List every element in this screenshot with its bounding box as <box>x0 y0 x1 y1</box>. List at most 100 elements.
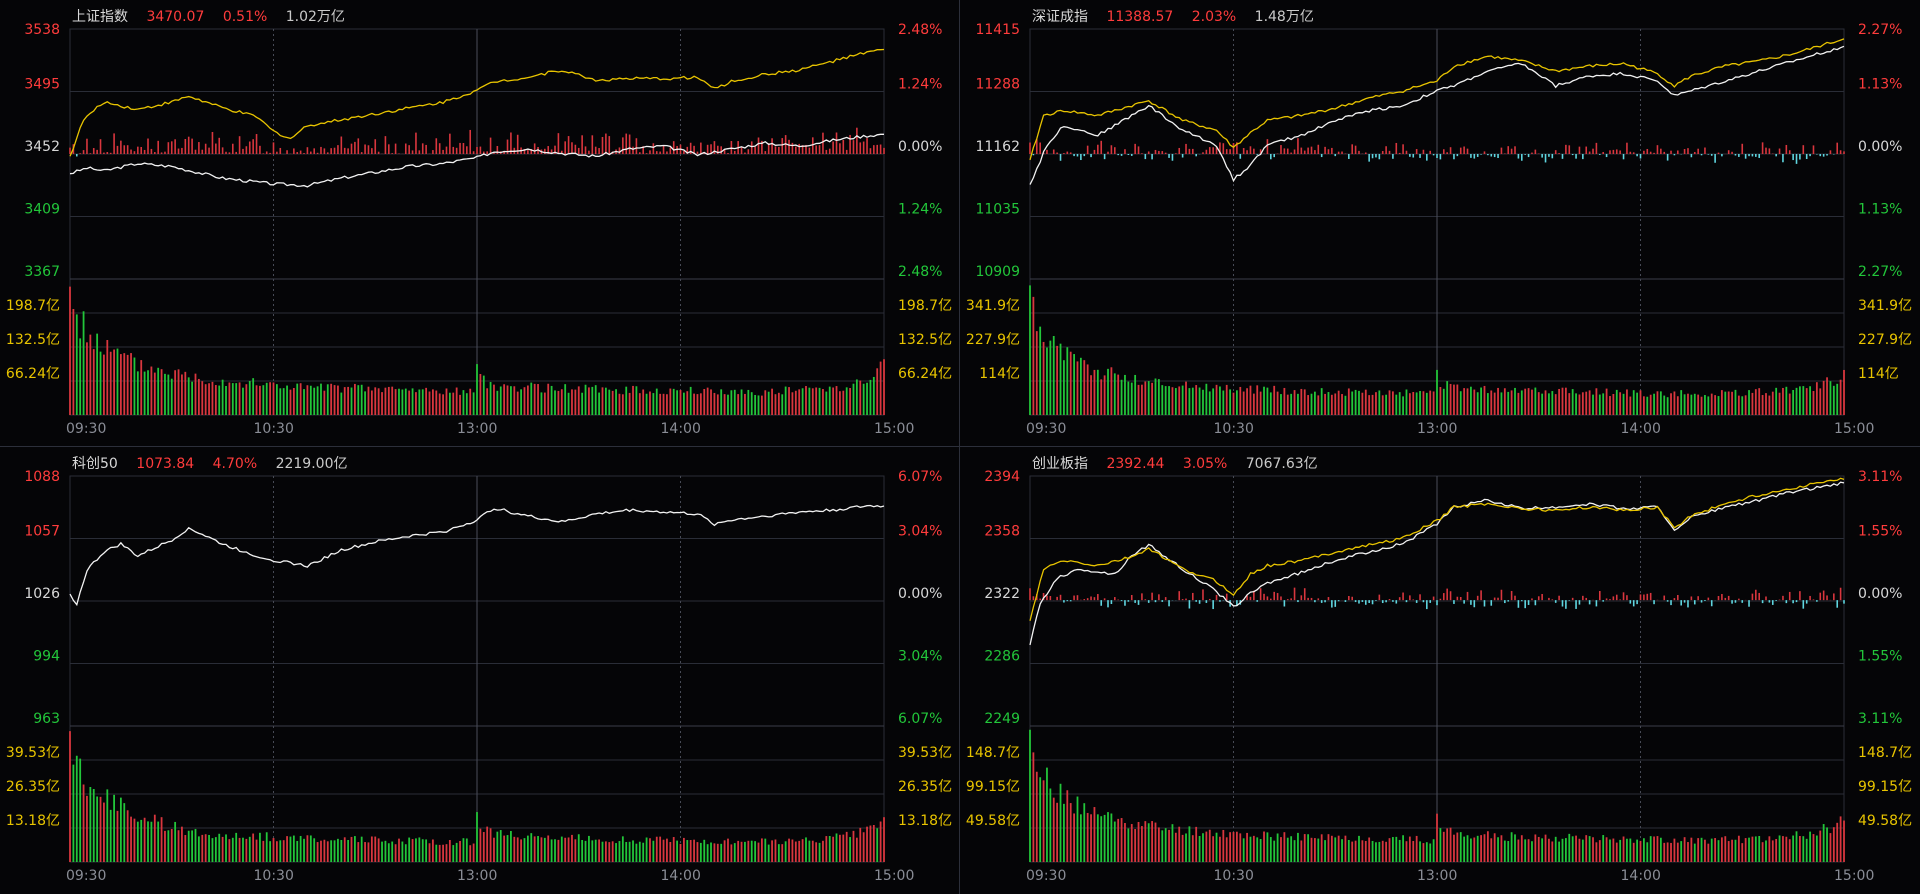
volume-tick-label: 114亿 <box>1858 366 1899 382</box>
pct-tick-label: 6.07% <box>898 711 942 727</box>
price-line-white <box>1029 481 1845 646</box>
price-tick-label: 1026 <box>24 586 60 602</box>
index-name: 上证指数 <box>72 9 128 25</box>
pct-tick-label: 1.55% <box>1858 524 1902 540</box>
price-tick-label: 2358 <box>984 524 1020 540</box>
panel-divider-horizontal <box>0 446 1920 447</box>
volume-tick-label: 49.58亿 <box>966 813 1020 829</box>
price-tick-label: 3452 <box>24 139 60 155</box>
chart-kc: 1088 1057 1026 994 963 6.07% 3.04% 0.00% 3.04% 6.… <box>6 469 952 884</box>
price-line-yellow <box>1029 477 1845 621</box>
pct-tick-label: 1.24% <box>898 202 942 218</box>
time-tick-label: 09:30 <box>1026 421 1066 437</box>
pct-tick-label: 0.00% <box>898 586 942 602</box>
pct-tick-label: 0.00% <box>1858 586 1902 602</box>
price-tick-label: 3495 <box>24 77 60 93</box>
volume-tick-label: 132.5亿 <box>898 332 952 348</box>
panel-sz: 深证成指 11388.57 2.03% 1.48万亿 11415 11288 111… <box>960 0 1920 447</box>
pct-tick-label: 2.27% <box>1858 264 1902 280</box>
index-price: 1073.84 <box>136 456 195 472</box>
volume-bars <box>69 286 885 415</box>
volume-tick-label: 341.9亿 <box>966 298 1020 314</box>
volume-tick-label: 114亿 <box>979 366 1020 382</box>
price-tick-label: 994 <box>33 649 60 665</box>
volume-tick-label: 99.15亿 <box>1858 779 1912 795</box>
price-tick-label: 3409 <box>24 202 60 218</box>
pct-tick-label: 1.24% <box>898 77 942 93</box>
panel-sh: 上证指数 3470.07 0.51% 1.02万亿 3538 3495 3452 34… <box>0 0 960 447</box>
time-tick-label: 15:00 <box>1834 421 1874 437</box>
price-line-yellow <box>69 48 885 157</box>
volume-tick-label: 39.53亿 <box>6 745 60 761</box>
pct-tick-label: 3.11% <box>1858 469 1902 485</box>
price-tick-label: 3538 <box>24 22 60 38</box>
price-line-white <box>69 504 885 607</box>
time-tick-label: 13:00 <box>1417 421 1457 437</box>
price-tick-label: 1088 <box>24 469 60 485</box>
index-price: 3470.07 <box>146 9 205 25</box>
chart-sz: 11415 11288 11162 11035 10909 2.27% 1.13% 0.00%… <box>966 22 1912 437</box>
pct-tick-label: 3.04% <box>898 649 942 665</box>
volume-tick-label: 66.24亿 <box>898 366 952 382</box>
pct-tick-label: 1.13% <box>1858 77 1902 93</box>
pct-tick-label: 6.07% <box>898 469 942 485</box>
time-tick-label: 13:00 <box>457 421 497 437</box>
volume-bars <box>1029 729 1845 862</box>
time-tick-label: 14:00 <box>661 868 701 884</box>
breadth-bars <box>1029 138 1845 164</box>
price-tick-label: 10909 <box>975 264 1020 280</box>
time-tick-label: 10:30 <box>1214 421 1254 437</box>
time-tick-label: 13:00 <box>457 868 497 884</box>
price-tick-label: 2249 <box>984 711 1020 727</box>
price-tick-label: 11162 <box>975 139 1020 155</box>
price-tick-label: 3367 <box>24 264 60 280</box>
volume-tick-label: 26.35亿 <box>898 779 952 795</box>
price-line-yellow <box>1029 38 1845 161</box>
volume-tick-label: 148.7亿 <box>1858 745 1912 761</box>
volume-tick-label: 227.9亿 <box>966 332 1020 348</box>
pct-tick-label: 1.55% <box>1858 649 1902 665</box>
panel-cy: 创业板指 2392.44 3.05% 7067.63亿 2394 2358 2322… <box>960 447 1920 894</box>
time-tick-label: 13:00 <box>1417 868 1457 884</box>
price-tick-label: 2394 <box>984 469 1020 485</box>
volume-tick-label: 132.5亿 <box>6 332 60 348</box>
volume-bars <box>69 731 885 862</box>
index-name: 创业板指 <box>1032 456 1088 472</box>
price-tick-label: 1057 <box>24 524 60 540</box>
breadth-bars <box>69 127 885 157</box>
volume-bars <box>1029 285 1845 415</box>
index-price: 11388.57 <box>1106 9 1174 25</box>
index-change-pct: 4.70% <box>212 456 258 472</box>
pct-tick-label: 2.48% <box>898 22 942 38</box>
time-tick-label: 09:30 <box>1026 868 1066 884</box>
time-tick-label: 14:00 <box>661 421 701 437</box>
price-tick-label: 11035 <box>975 202 1020 218</box>
panel-header: 创业板指 2392.44 3.05% 7067.63亿 <box>1032 453 1332 473</box>
time-tick-label: 10:30 <box>254 421 294 437</box>
panel-divider-vertical <box>959 0 960 894</box>
pct-tick-label: 2.27% <box>1858 22 1902 38</box>
time-tick-label: 15:00 <box>1834 868 1874 884</box>
index-change-pct: 2.03% <box>1191 9 1237 25</box>
time-tick-label: 14:00 <box>1621 421 1661 437</box>
index-change-pct: 0.51% <box>222 9 268 25</box>
volume-tick-label: 148.7亿 <box>966 745 1020 761</box>
index-name: 深证成指 <box>1032 9 1088 25</box>
volume-tick-label: 341.9亿 <box>1858 298 1912 314</box>
pct-tick-label: 0.00% <box>1858 139 1902 155</box>
time-tick-label: 10:30 <box>254 868 294 884</box>
panel-header: 上证指数 3470.07 0.51% 1.02万亿 <box>72 6 359 26</box>
price-tick-label: 11415 <box>975 22 1020 38</box>
time-tick-label: 09:30 <box>66 868 106 884</box>
volume-tick-label: 227.9亿 <box>1858 332 1912 348</box>
volume-tick-label: 198.7亿 <box>6 298 60 314</box>
time-tick-label: 15:00 <box>874 868 914 884</box>
panel-header: 科创50 1073.84 4.70% 2219.00亿 <box>72 453 361 473</box>
price-tick-label: 11288 <box>975 77 1020 93</box>
pct-tick-label: 3.04% <box>898 524 942 540</box>
volume-tick-label: 13.18亿 <box>6 813 60 829</box>
volume-tick-label: 26.35亿 <box>6 779 60 795</box>
pct-tick-label: 3.11% <box>1858 711 1902 727</box>
time-tick-label: 10:30 <box>1214 868 1254 884</box>
price-tick-label: 2322 <box>984 586 1020 602</box>
